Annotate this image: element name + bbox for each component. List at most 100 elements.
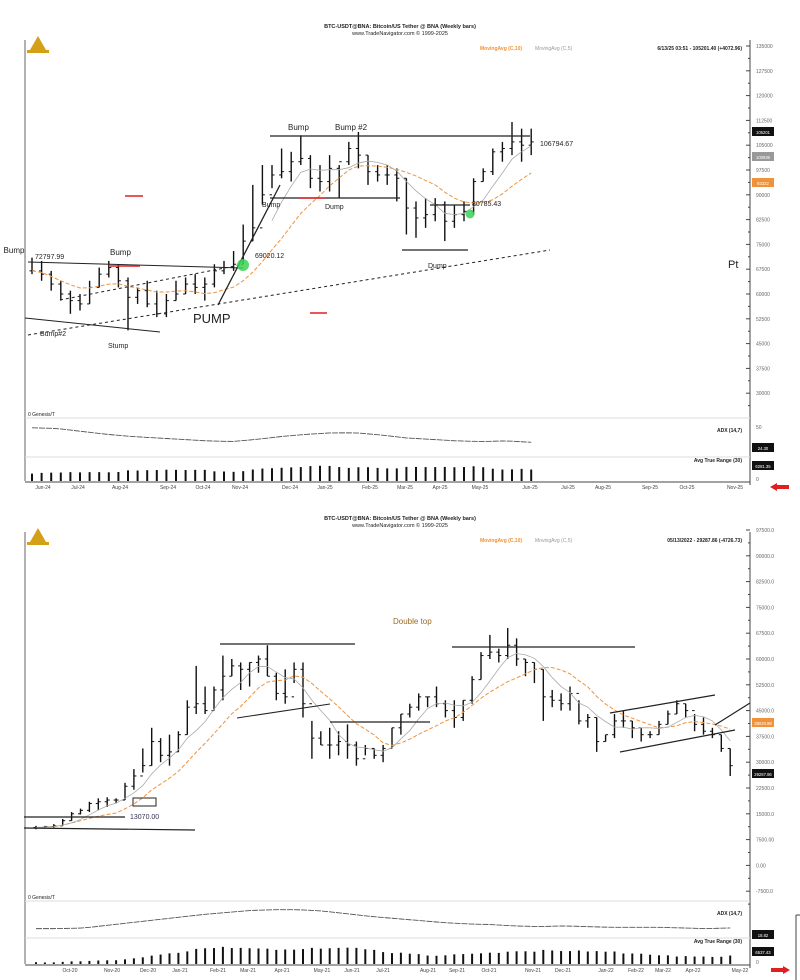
atr-tick: 0 [756,477,759,483]
channel-upper [609,694,716,714]
price-bar [282,669,288,704]
x-tick-label: Jun-21 [344,968,360,974]
price-bar [540,668,546,721]
y-tick-label: 90000 [756,193,770,199]
adx-label: ADX (14,7) [717,428,742,434]
price-bar [362,745,368,760]
price-bar [656,720,662,736]
badge-adx-bg [752,930,774,939]
support-dashed-line [27,249,551,336]
x-tick-label: Apr-25 [432,485,447,491]
logo-icon [27,36,49,53]
price-bar [77,294,83,311]
price-bar [202,277,208,301]
price-bar [496,648,502,663]
price-bar [665,710,671,725]
ma10-line [31,165,532,295]
annotation-label: 72797.99 [35,254,64,261]
price-bar [95,798,101,811]
annotation-label: Bump [4,246,25,255]
adx-line [31,427,532,443]
price-bar [528,128,534,156]
price-bar [175,731,181,753]
y-tick-label: 97500 [756,168,770,174]
logo-base [27,50,49,53]
annotation-label: Double top [393,617,432,626]
annotation-label: Bump [110,248,131,257]
price-bar [499,141,505,162]
x-tick-label: Aug-24 [112,485,128,491]
channel-lower [619,729,736,753]
price-bar [519,128,525,162]
price-bar [576,692,582,725]
price-bar [86,801,92,813]
x-tick-label: Nov-24 [232,485,248,491]
price-bar [291,662,297,698]
x-tick-label: Sep-25 [642,485,658,491]
signal-dot [237,259,249,271]
badge-price: 105201 [756,130,771,135]
x-tick-label: Mar-22 [655,968,671,974]
price-bar [505,628,511,659]
y-tick-label: -7500.0 [756,889,773,895]
ma5-line [271,145,532,221]
x-tick-label: Oct-20 [62,968,77,974]
price-bar [273,672,279,701]
price-bar [307,155,313,189]
price-bar [355,131,361,169]
price-bar [259,165,265,229]
price-bar [78,808,83,815]
badge-price: 29287.86 [754,772,772,777]
scroll-arrow-icon[interactable] [771,966,790,974]
y-tick-label: 7500.00 [756,838,774,844]
x-tick-label: Apr-21 [274,968,289,974]
price-bar [220,655,226,701]
pump-arrow-line [217,184,281,306]
price-bar [471,178,477,215]
price-bar [167,734,172,766]
price-bar [288,151,294,182]
x-tick-label: Oct-21 [481,968,496,974]
price-bar [163,294,169,318]
annotation-label: Bump [288,123,309,132]
x-tick-label: Nov-25 [727,485,743,491]
price-bar [336,731,342,756]
atr-tick: 0 [756,960,759,966]
badge-adx: 24.30 [758,446,769,451]
annotation-label: 106794.67 [540,141,573,148]
price-bar [353,741,359,766]
y-tick-label: 120000 [756,94,773,100]
x-tick-label: Dec-20 [140,968,156,974]
x-tick-label: Feb-21 [210,968,226,974]
y-tick-label: 67500 [756,267,770,273]
scroll-arrow-icon[interactable] [770,483,789,491]
price-bar [490,148,496,175]
price-bar [480,168,486,183]
price-bar [229,659,235,677]
y-tick-label: 60000 [756,292,770,298]
price-bar [158,738,164,763]
price-bar [131,769,137,790]
price-bar [279,148,285,179]
x-tick-label: Jun-25 [522,485,538,491]
price-bar [603,734,609,743]
annotation-label: PUMP [193,311,231,326]
price-bar [683,703,689,718]
atr-label: Avg True Range (30) [694,939,742,945]
y-tick-label: 82500 [756,218,770,224]
price-bar [594,716,600,752]
badge-ma10-bg [752,178,774,187]
y-tick-label: 30000 [756,391,770,397]
box-marker [132,797,157,807]
price-bar [384,165,390,185]
price-bar [327,727,333,759]
badge-adx-bg [752,443,774,452]
price-bar [264,645,270,677]
price-bar [509,122,515,156]
side-panel-border [795,914,800,980]
price-bar [29,257,35,275]
price-bar [202,686,208,715]
price-bar [478,652,484,681]
x-tick-label: Dec-21 [555,968,571,974]
